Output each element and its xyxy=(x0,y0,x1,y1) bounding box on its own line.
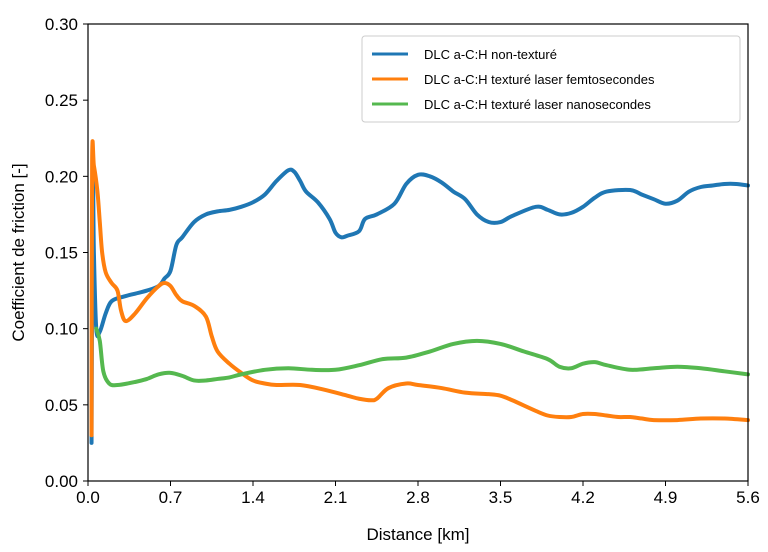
plot-frame xyxy=(87,23,749,482)
series-line-femtosecondes xyxy=(89,139,750,438)
x-tick-label: 2.8 xyxy=(406,488,430,507)
y-tick-label: 0.00 xyxy=(45,472,78,491)
y-axis-label: Coefficient de friction [-] xyxy=(9,163,28,341)
legend-box xyxy=(361,35,741,123)
x-tick-label: 1.4 xyxy=(241,488,265,507)
y-tick-label: 0.30 xyxy=(45,15,78,34)
x-tick-label: 4.2 xyxy=(571,488,595,507)
series-layer xyxy=(89,139,750,445)
y-tick-label: 0.10 xyxy=(45,320,78,339)
x-tick-label: 0.0 xyxy=(76,488,100,507)
legend-label: DLC a-C:H texturé laser nanosecondes xyxy=(424,97,651,112)
series-line-non-texture xyxy=(89,167,750,445)
x-axis-label: Distance [km] xyxy=(367,525,470,544)
x-tick-label: 4.9 xyxy=(654,488,678,507)
y-tick-label: 0.25 xyxy=(45,91,78,110)
legend-label: DLC a-C:H non-texturé xyxy=(424,47,557,62)
y-tick-label: 0.15 xyxy=(45,244,78,263)
y-tick-label: 0.20 xyxy=(45,167,78,186)
x-tick-label: 3.5 xyxy=(489,488,513,507)
series-line-nanosecondes xyxy=(94,326,750,388)
x-tick-label: 5.6 xyxy=(736,488,760,507)
legend: DLC a-C:H non-texturé DLC a-C:H texturé l… xyxy=(361,35,741,123)
x-tick-label: 0.7 xyxy=(159,488,183,507)
x-tick-label: 2.1 xyxy=(324,488,348,507)
legend-label: DLC a-C:H texturé laser femtosecondes xyxy=(424,72,655,87)
y-tick-label: 0.05 xyxy=(45,396,78,415)
ticks-layer: 0.0 0.7 1.4 2.1 2.8 3.5 4.2 4.9 5.6 0.00 0.05 0.10 0… xyxy=(45,15,760,507)
